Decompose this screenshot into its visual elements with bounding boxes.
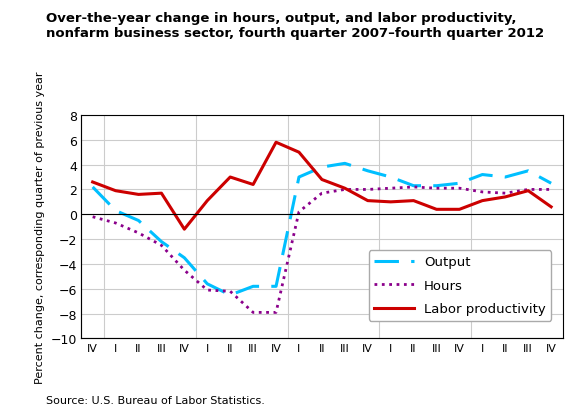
- Output: [479, 173, 486, 178]
- Hours: [295, 210, 302, 215]
- Hours: [548, 188, 554, 192]
- Labor productivity: [479, 199, 486, 204]
- Labor productivity: [433, 207, 440, 212]
- Output: [135, 218, 142, 223]
- Hours: [456, 186, 463, 191]
- Hours: [433, 186, 440, 191]
- Hours: [502, 191, 509, 196]
- Hours: [479, 190, 486, 195]
- Hours: [89, 215, 96, 220]
- Labor productivity: [273, 140, 280, 145]
- Hours: [227, 289, 234, 294]
- Labor productivity: [181, 227, 188, 232]
- Hours: [158, 243, 165, 248]
- Hours: [525, 188, 532, 192]
- Hours: [410, 185, 417, 190]
- Hours: [387, 186, 394, 191]
- Output: [158, 240, 165, 244]
- Labor productivity: [342, 186, 349, 191]
- Output: [525, 169, 532, 174]
- Hours: [318, 191, 325, 196]
- Text: Over-the-year change in hours, output, and labor productivity,
nonfarm business : Over-the-year change in hours, output, a…: [46, 12, 545, 40]
- Output: [204, 282, 211, 287]
- Hours: [181, 268, 188, 273]
- Labor productivity: [318, 178, 325, 183]
- Output: [387, 175, 394, 180]
- Hours: [342, 188, 349, 192]
- Y-axis label: Percent change, corresponding quarter of previous year: Percent change, corresponding quarter of…: [35, 71, 45, 383]
- Line: Labor productivity: Labor productivity: [93, 143, 551, 230]
- Output: [227, 293, 234, 298]
- Output: [433, 184, 440, 189]
- Output: [89, 185, 96, 190]
- Output: [410, 184, 417, 189]
- Labor productivity: [548, 205, 554, 210]
- Output: [502, 175, 509, 180]
- Labor productivity: [227, 175, 234, 180]
- Line: Hours: Hours: [93, 188, 551, 313]
- Output: [181, 256, 188, 261]
- Output: [548, 181, 554, 186]
- Labor productivity: [410, 199, 417, 204]
- Output: [342, 161, 349, 166]
- Legend: Output, Hours, Labor productivity: Output, Hours, Labor productivity: [369, 250, 551, 321]
- Line: Output: Output: [93, 164, 551, 295]
- Labor productivity: [89, 180, 96, 185]
- Labor productivity: [249, 183, 256, 188]
- Output: [112, 209, 119, 214]
- Labor productivity: [502, 195, 509, 200]
- Labor productivity: [387, 200, 394, 205]
- Hours: [135, 231, 142, 236]
- Labor productivity: [158, 191, 165, 196]
- Output: [456, 181, 463, 186]
- Hours: [204, 288, 211, 293]
- Output: [273, 284, 280, 289]
- Labor productivity: [135, 192, 142, 197]
- Labor productivity: [456, 207, 463, 212]
- Hours: [364, 188, 371, 192]
- Labor productivity: [295, 150, 302, 155]
- Hours: [249, 310, 256, 315]
- Text: Source: U.S. Bureau of Labor Statistics.: Source: U.S. Bureau of Labor Statistics.: [46, 395, 265, 405]
- Output: [295, 175, 302, 180]
- Labor productivity: [204, 199, 211, 204]
- Hours: [273, 310, 280, 315]
- Hours: [112, 221, 119, 226]
- Output: [249, 284, 256, 289]
- Output: [318, 165, 325, 170]
- Output: [364, 169, 371, 174]
- Labor productivity: [525, 189, 532, 194]
- Labor productivity: [112, 189, 119, 194]
- Labor productivity: [364, 199, 371, 204]
